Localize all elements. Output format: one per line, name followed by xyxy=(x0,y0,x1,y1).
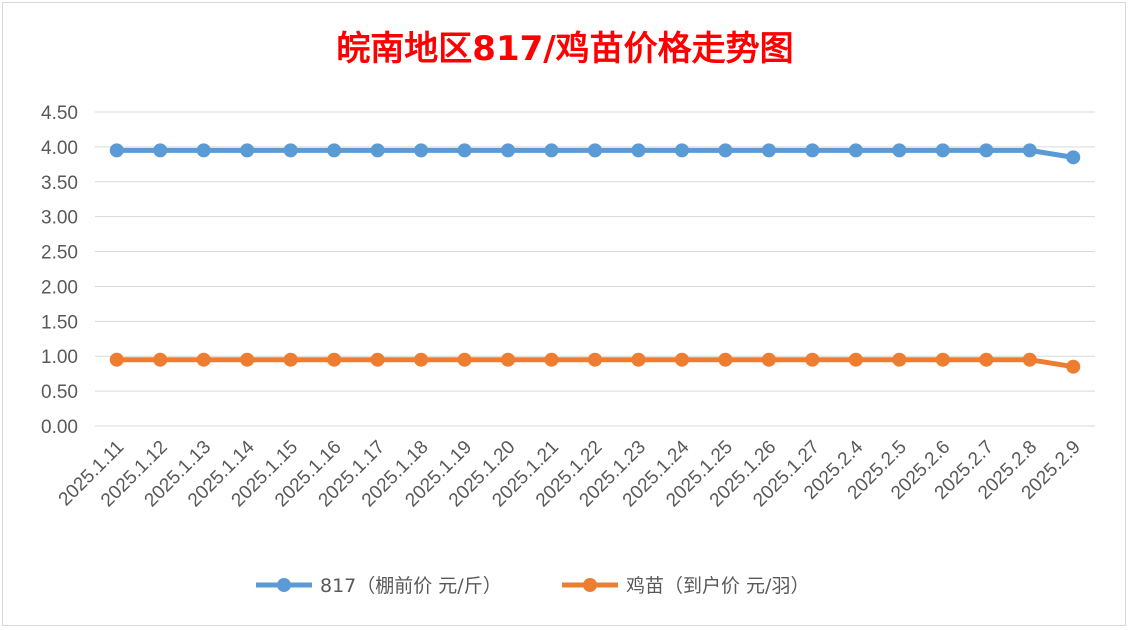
series-2 xyxy=(109,352,1081,374)
data-point xyxy=(588,352,602,367)
data-point xyxy=(196,352,211,367)
data-point xyxy=(805,352,820,367)
data-point xyxy=(370,352,385,367)
data-point xyxy=(283,143,298,158)
data-point xyxy=(718,143,733,158)
gridlines xyxy=(95,111,1095,427)
data-point xyxy=(153,143,168,158)
y-tick-label: 2.00 xyxy=(41,277,78,298)
x-axis-ticks: 2025.1.112025.1.122025.1.132025.1.142025… xyxy=(55,436,1085,511)
y-tick-label: 4.50 xyxy=(41,103,78,124)
data-point xyxy=(457,352,472,367)
data-point xyxy=(1066,359,1081,374)
data-point xyxy=(153,352,168,367)
data-point xyxy=(935,352,950,367)
y-tick-label: 0.50 xyxy=(41,382,78,403)
data-point xyxy=(761,143,776,158)
data-point xyxy=(414,143,429,158)
data-point xyxy=(848,143,863,158)
data-point xyxy=(761,352,776,367)
legend-item-2: 鸡苗（到户价 元/羽） xyxy=(562,575,809,597)
data-point xyxy=(588,143,602,158)
data-point xyxy=(631,352,646,367)
data-point xyxy=(1022,143,1037,158)
data-point xyxy=(1066,150,1081,165)
data-point xyxy=(979,352,994,367)
data-point xyxy=(544,352,559,367)
y-tick-label: 1.00 xyxy=(41,347,78,368)
y-tick-label: 3.00 xyxy=(41,208,78,229)
data-point xyxy=(718,352,733,367)
data-point xyxy=(327,143,342,158)
data-point xyxy=(848,352,863,367)
legend: 817（棚前价 元/斤） 鸡苗（到户价 元/羽） xyxy=(256,575,809,597)
data-point xyxy=(370,143,385,158)
data-point xyxy=(196,143,211,158)
data-point xyxy=(631,143,646,158)
y-tick-label: 0.00 xyxy=(41,417,78,438)
data-point xyxy=(979,143,994,158)
data-point xyxy=(501,352,516,367)
data-point xyxy=(1022,352,1037,367)
data-point xyxy=(544,143,559,158)
y-axis-ticks: 0.00 0.50 1.00 1.50 2.00 2.50 3.00 3.50 4.00 4.50 xyxy=(41,103,78,438)
legend-label: 817（棚前价 元/斤） xyxy=(320,575,502,597)
data-point xyxy=(240,352,255,367)
data-point xyxy=(240,143,255,158)
series-group xyxy=(109,143,1081,374)
data-point xyxy=(805,143,820,158)
series-1 xyxy=(109,143,1081,165)
data-point xyxy=(457,143,472,158)
data-point xyxy=(892,143,907,158)
y-tick-label: 4.00 xyxy=(41,138,78,159)
data-point xyxy=(414,352,429,367)
data-point xyxy=(674,143,689,158)
data-point xyxy=(935,143,950,158)
legend-label: 鸡苗（到户价 元/羽） xyxy=(626,575,809,597)
data-point xyxy=(327,352,342,367)
data-point xyxy=(109,143,124,158)
legend-marker xyxy=(583,578,597,592)
chart-title: 皖南地区817/鸡苗价格走势图 xyxy=(336,29,793,69)
legend-item-1: 817（棚前价 元/斤） xyxy=(256,575,502,597)
legend-marker xyxy=(277,578,291,592)
data-point xyxy=(283,352,298,367)
data-point xyxy=(892,352,907,367)
data-point xyxy=(501,143,516,158)
data-point xyxy=(109,352,124,367)
data-point xyxy=(674,352,689,367)
y-tick-label: 2.50 xyxy=(41,243,78,264)
y-tick-label: 1.50 xyxy=(41,312,78,333)
y-tick-label: 3.50 xyxy=(41,173,78,194)
